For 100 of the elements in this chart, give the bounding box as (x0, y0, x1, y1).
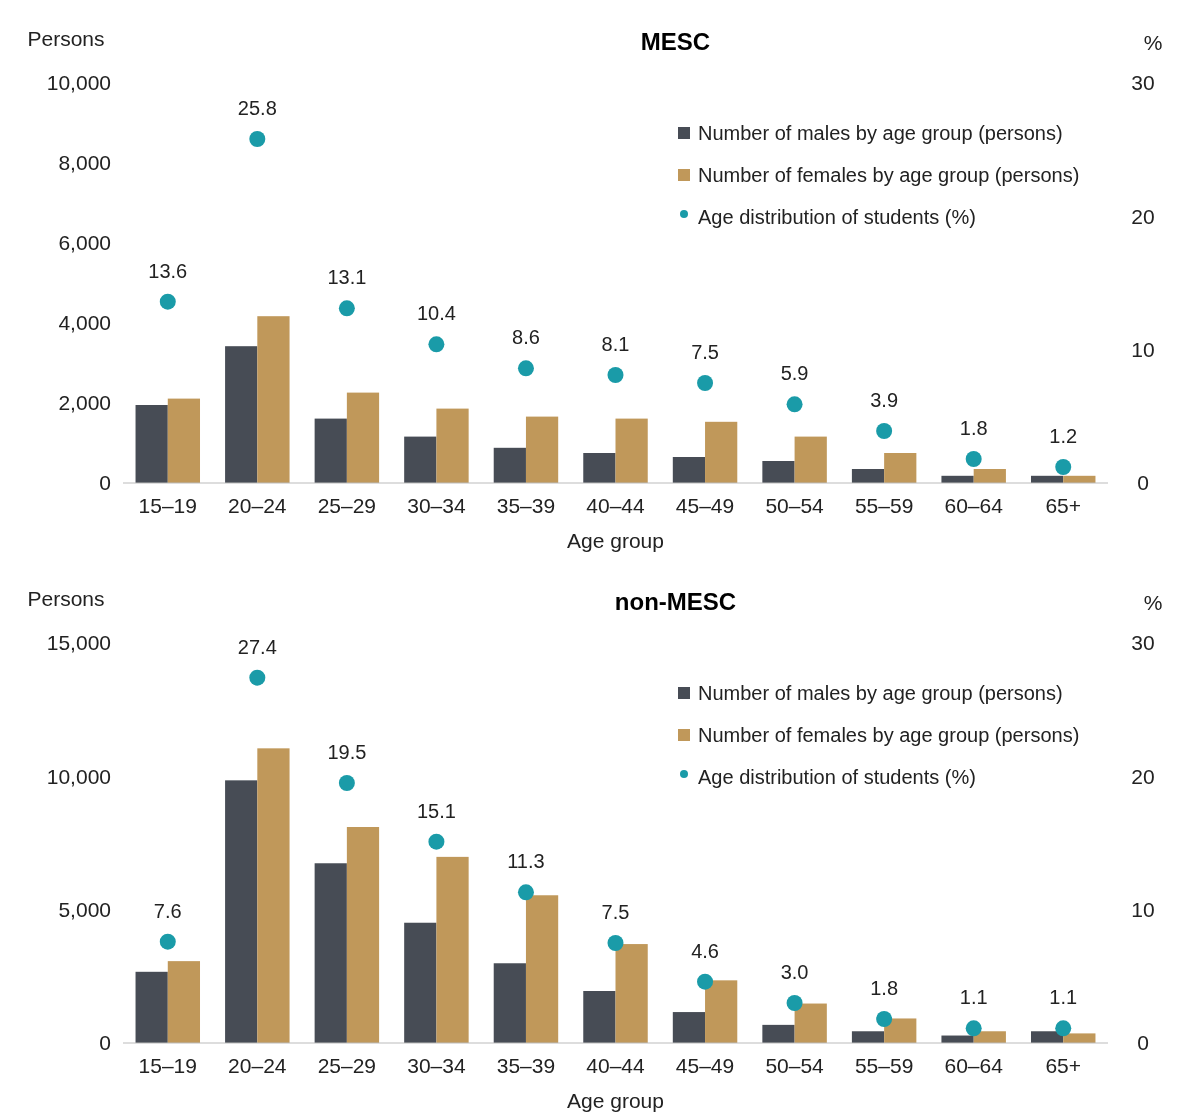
x-tick-label: 40–44 (586, 494, 646, 517)
y2-tick-label: 0 (1137, 471, 1149, 495)
y-tick-label: 0 (99, 1031, 111, 1055)
legend-label: Number of males by age group (persons) (698, 682, 1063, 704)
legend-label: Age distribution of students (%) (698, 766, 976, 788)
bar (851, 1031, 885, 1043)
bar (583, 453, 616, 483)
y-tick-label: 2,000 (58, 391, 111, 415)
bar (314, 418, 347, 483)
data-label: 4.6 (691, 939, 719, 962)
bar (167, 398, 201, 483)
data-label: 1.8 (870, 977, 899, 999)
point (876, 423, 893, 439)
bar (762, 1024, 795, 1043)
point (159, 293, 176, 310)
data-label: 11.3 (507, 850, 545, 873)
data-label: 1.2 (1049, 425, 1078, 447)
legend-label: Number of females by age group (persons) (698, 164, 1080, 186)
point (428, 833, 445, 850)
point (607, 935, 624, 951)
x-tick-label: 55–59 (854, 494, 914, 517)
data-label: 8.6 (512, 326, 540, 349)
point (338, 775, 355, 791)
bar (794, 1003, 827, 1043)
point (965, 451, 982, 467)
point (517, 360, 534, 377)
bar (973, 469, 1006, 483)
data-label: 3.0 (780, 961, 809, 983)
bar (493, 447, 526, 483)
point (428, 336, 445, 353)
bar (404, 436, 437, 483)
x-tick-label: 45–49 (675, 494, 735, 517)
x-tick-label: 60–64 (944, 494, 1004, 517)
bar (615, 418, 648, 483)
bar (257, 316, 290, 483)
x-tick-label: 15–19 (138, 494, 197, 517)
data-label: 3.9 (870, 389, 899, 411)
y2-tick-label: 0 (1137, 1031, 1149, 1055)
x-tick-label: 30–34 (407, 1054, 466, 1077)
y2-tick-label: 10 (1131, 898, 1155, 922)
bar (404, 922, 437, 1043)
bar (851, 469, 885, 483)
point (786, 995, 803, 1011)
x-tick-label: 35–39 (496, 1054, 556, 1077)
x-tick-label: 25–29 (317, 494, 377, 517)
x-tick-label: 45–49 (675, 1054, 735, 1077)
bar (346, 392, 380, 483)
data-label: 19.5 (327, 741, 367, 763)
x-axis-title: Age group (567, 1089, 664, 1112)
y-tick-label: 15,000 (46, 631, 111, 655)
y2-axis-title: % (1143, 591, 1163, 614)
point (1055, 1020, 1072, 1037)
bar (705, 421, 738, 483)
chart-title: non-MESC (614, 588, 737, 615)
x-tick-label: 20–24 (228, 494, 287, 517)
x-tick-label: 50–54 (765, 1054, 825, 1077)
x-tick-label: 25–29 (317, 1054, 377, 1077)
chart-title: MESC (640, 28, 711, 55)
y-tick-label: 0 (99, 471, 111, 495)
x-axis-title: Age group (567, 529, 664, 552)
point (607, 367, 624, 383)
data-label: 25.8 (237, 97, 277, 119)
bar (615, 944, 648, 1043)
x-tick-label: 15–19 (138, 1054, 197, 1077)
bar (884, 453, 917, 483)
data-label: 7.6 (153, 899, 182, 922)
point (517, 884, 534, 901)
x-tick-label: 65+ (1045, 494, 1082, 517)
x-tick-label: 55–59 (854, 1054, 914, 1077)
point (697, 375, 714, 391)
data-label: 10.4 (416, 302, 456, 325)
x-tick-label: 20–24 (228, 1054, 287, 1077)
x-tick-label: 35–39 (496, 494, 556, 517)
bar (436, 408, 469, 483)
x-tick-label: 50–54 (765, 494, 825, 517)
legend-label: Age distribution of students (%) (698, 206, 976, 228)
y2-axis-title: % (1143, 31, 1163, 54)
bar (493, 963, 526, 1043)
y-tick-label: 6,000 (58, 231, 111, 255)
bar (257, 748, 290, 1043)
y-axis-title: Persons (27, 27, 105, 50)
bar (705, 980, 738, 1043)
data-label: 7.5 (691, 341, 719, 363)
data-label: 1.1 (1049, 986, 1078, 1009)
x-tick-label: 60–64 (944, 1054, 1004, 1077)
point (876, 1011, 893, 1027)
point (249, 669, 266, 686)
data-label: 27.4 (237, 635, 277, 658)
bar (135, 971, 168, 1043)
bar (135, 405, 168, 483)
y2-tick-label: 30 (1131, 71, 1155, 95)
bar (225, 346, 258, 483)
bar (762, 461, 795, 483)
y2-tick-label: 30 (1131, 631, 1155, 655)
point (965, 1020, 982, 1037)
bar (167, 961, 201, 1043)
point (338, 300, 355, 317)
point (697, 973, 714, 990)
y2-tick-label: 20 (1131, 204, 1155, 228)
legend-label: Number of females by age group (persons) (698, 724, 1080, 746)
